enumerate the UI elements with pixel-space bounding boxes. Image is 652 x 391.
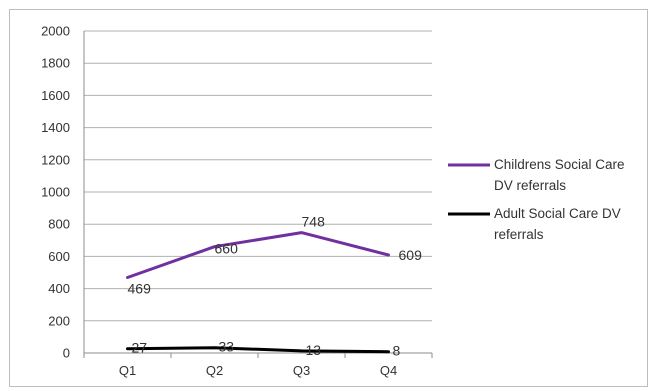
legend: Childrens Social Care DV referrals Adult S… — [448, 157, 625, 242]
y-tick-label: 800 — [48, 217, 70, 232]
chart-frame — [9, 9, 648, 387]
legend-label: referrals — [494, 227, 544, 242]
data-label: 27 — [132, 340, 148, 356]
data-label: 660 — [215, 241, 239, 257]
gridlines — [84, 30, 432, 322]
data-label: 13 — [306, 342, 322, 358]
data-label: 8 — [393, 343, 401, 359]
data-label: 609 — [399, 247, 423, 263]
y-tick-label: 400 — [48, 281, 70, 296]
y-tick-label: 1400 — [41, 120, 70, 135]
y-tick-label: 1000 — [41, 185, 70, 200]
data-label: 748 — [302, 214, 326, 230]
y-tick-label: 200 — [48, 313, 70, 328]
y-tick-label: 1200 — [41, 152, 70, 167]
y-tick-label: 2000 — [41, 24, 70, 39]
y-tick-label: 600 — [48, 249, 70, 264]
x-tick-label: Q3 — [293, 363, 310, 378]
x-tick-label: Q4 — [380, 363, 397, 378]
series-line-2 — [126, 346, 390, 354]
y-tick-label: 1800 — [41, 56, 70, 71]
data-label: 33 — [219, 339, 235, 355]
x-tick-label: Q1 — [119, 363, 136, 378]
x-tick-label: Q2 — [206, 363, 223, 378]
data-label: 469 — [128, 280, 152, 296]
y-tick-label: 0 — [63, 346, 70, 361]
x-axis: Q1 Q2 Q3 Q4 — [83, 352, 433, 378]
legend-label: DV referrals — [494, 178, 566, 193]
legend-label: Adult Social Care DV — [494, 206, 621, 221]
data-labels: 469 660 748 609 27 33 13 8 — [128, 214, 423, 359]
legend-label: Childrens Social Care — [494, 157, 625, 172]
series-line-1 — [126, 231, 390, 279]
y-tick-label: 1600 — [41, 88, 70, 103]
y-axis: 0 200 400 600 800 1000 1200 1400 1600 1800 2000 — [41, 24, 85, 361]
series-lines — [126, 231, 390, 354]
